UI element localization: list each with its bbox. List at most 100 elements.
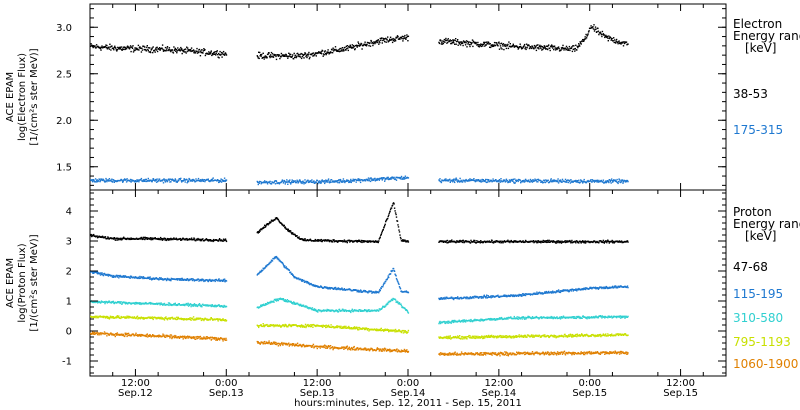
data-point <box>452 40 454 42</box>
data-point <box>451 296 453 298</box>
data-point <box>571 239 573 242</box>
data-point <box>582 38 584 41</box>
data-point <box>357 45 359 47</box>
data-point <box>109 43 111 45</box>
data-point <box>478 46 480 48</box>
data-point <box>350 46 352 48</box>
data-point <box>188 304 191 306</box>
data-point <box>128 238 130 241</box>
data-point <box>610 287 612 289</box>
data-point <box>113 181 115 183</box>
data-point <box>259 229 261 231</box>
data-point <box>438 322 440 325</box>
data-point <box>473 41 475 43</box>
data-point <box>138 276 140 279</box>
data-point <box>265 225 267 227</box>
data-point <box>509 181 511 183</box>
data-point <box>539 240 542 243</box>
data-point <box>602 179 605 181</box>
data-point <box>479 179 481 181</box>
data-point <box>103 272 106 275</box>
data-point <box>455 177 457 179</box>
data-point <box>542 241 544 243</box>
data-point <box>621 179 624 182</box>
data-point <box>193 50 196 52</box>
data-point <box>343 180 346 182</box>
data-point <box>361 179 363 181</box>
data-point <box>337 50 340 52</box>
data-point <box>537 181 539 183</box>
data-point <box>613 287 615 289</box>
data-point <box>130 303 133 305</box>
data-point <box>601 287 603 290</box>
data-point <box>293 52 295 55</box>
data-point <box>592 316 595 319</box>
data-point <box>285 227 287 229</box>
data-point <box>543 179 545 182</box>
data-point <box>624 317 626 319</box>
data-point <box>537 178 540 181</box>
data-point <box>274 219 276 221</box>
data-point <box>110 180 113 182</box>
data-point <box>157 179 160 182</box>
data-point <box>560 317 562 319</box>
data-point <box>129 45 132 47</box>
data-point <box>165 50 167 52</box>
data-point <box>301 238 303 240</box>
data-point <box>592 28 595 30</box>
data-point <box>264 303 267 305</box>
data-point <box>318 51 320 53</box>
data-point <box>378 238 380 240</box>
data-point <box>604 181 606 183</box>
data-point <box>177 47 179 49</box>
data-point <box>282 54 285 57</box>
data-point <box>557 46 560 48</box>
data-point <box>270 221 272 223</box>
data-point <box>149 276 151 278</box>
data-point <box>358 291 360 293</box>
data-point <box>323 287 325 289</box>
data-point <box>474 41 476 44</box>
data-point <box>290 271 292 273</box>
data-point <box>221 305 224 307</box>
data-point <box>94 180 96 183</box>
data-point <box>524 241 526 243</box>
data-point <box>483 319 485 322</box>
data-point <box>603 287 605 289</box>
data-point <box>619 41 621 44</box>
data-point <box>287 57 289 59</box>
data-point <box>148 277 150 279</box>
data-point <box>406 34 408 36</box>
data-point <box>469 178 471 180</box>
data-point <box>220 305 222 308</box>
data-point <box>155 179 157 181</box>
data-point <box>298 180 300 182</box>
data-point <box>394 274 397 276</box>
data-point <box>103 301 106 303</box>
data-point <box>90 315 92 318</box>
data-point <box>99 179 102 182</box>
data-point <box>283 224 285 227</box>
data-point <box>125 179 127 181</box>
data-point <box>585 317 587 319</box>
data-point <box>576 290 578 292</box>
data-point <box>378 43 380 45</box>
data-point <box>538 318 540 320</box>
data-point <box>260 54 262 56</box>
data-point <box>183 51 185 53</box>
data-point <box>566 289 569 291</box>
data-point <box>582 240 584 242</box>
data-point <box>407 312 410 314</box>
data-point <box>217 53 219 56</box>
data-point <box>224 52 227 54</box>
data-point <box>266 183 269 185</box>
data-point <box>508 179 511 181</box>
data-point <box>119 301 121 303</box>
data-point <box>533 180 536 182</box>
data-point <box>456 180 458 182</box>
data-point <box>275 298 277 300</box>
data-point <box>273 258 275 260</box>
data-point <box>396 35 399 37</box>
data-point <box>93 271 95 273</box>
data-point <box>169 49 171 51</box>
